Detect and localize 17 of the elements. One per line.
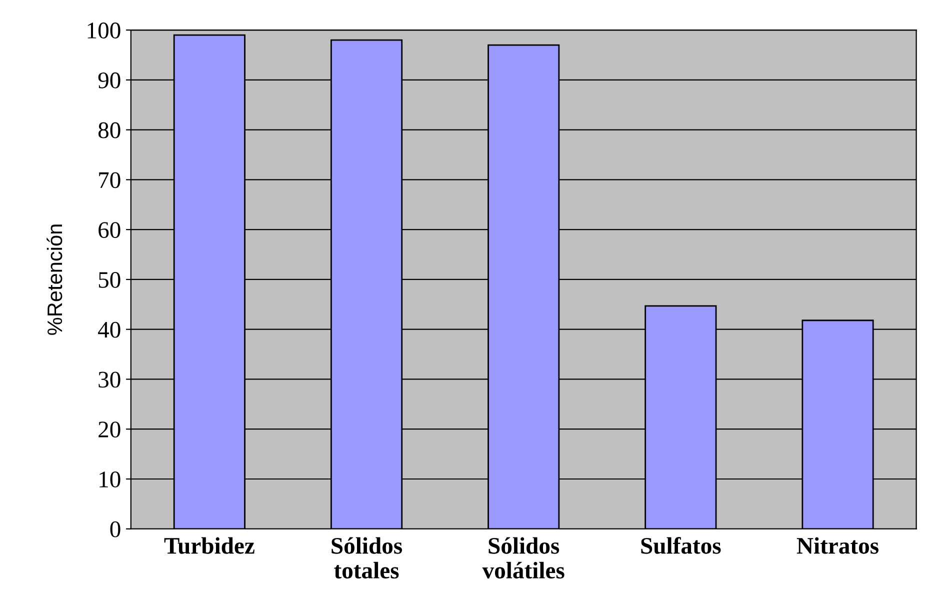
y-tick-label: 50 bbox=[98, 272, 120, 288]
y-tick-label: 60 bbox=[98, 222, 120, 238]
y-tick-label: 0 bbox=[110, 521, 120, 538]
y-tick-label: 40 bbox=[98, 322, 120, 338]
y-tick-label: 10 bbox=[100, 471, 120, 488]
y-tick-label: 100 bbox=[88, 22, 120, 38]
y-tick-label: 70 bbox=[99, 172, 120, 188]
y-tick-label: 30 bbox=[98, 372, 120, 388]
x-tick-label: Sólidos totales bbox=[332, 537, 402, 579]
x-tick-label: Turbidez bbox=[164, 537, 254, 554]
y-axis-title: %Retención bbox=[46, 224, 62, 335]
y-tick-label: 90 bbox=[98, 72, 120, 88]
y-tick-label: 80 bbox=[98, 122, 120, 138]
x-tick-label: Sulfatos bbox=[641, 536, 721, 554]
y-tick-label: 20 bbox=[98, 422, 120, 438]
x-tick-label: Sólidos volátiles bbox=[482, 537, 564, 579]
x-tick-label: Nitratos bbox=[796, 537, 878, 554]
